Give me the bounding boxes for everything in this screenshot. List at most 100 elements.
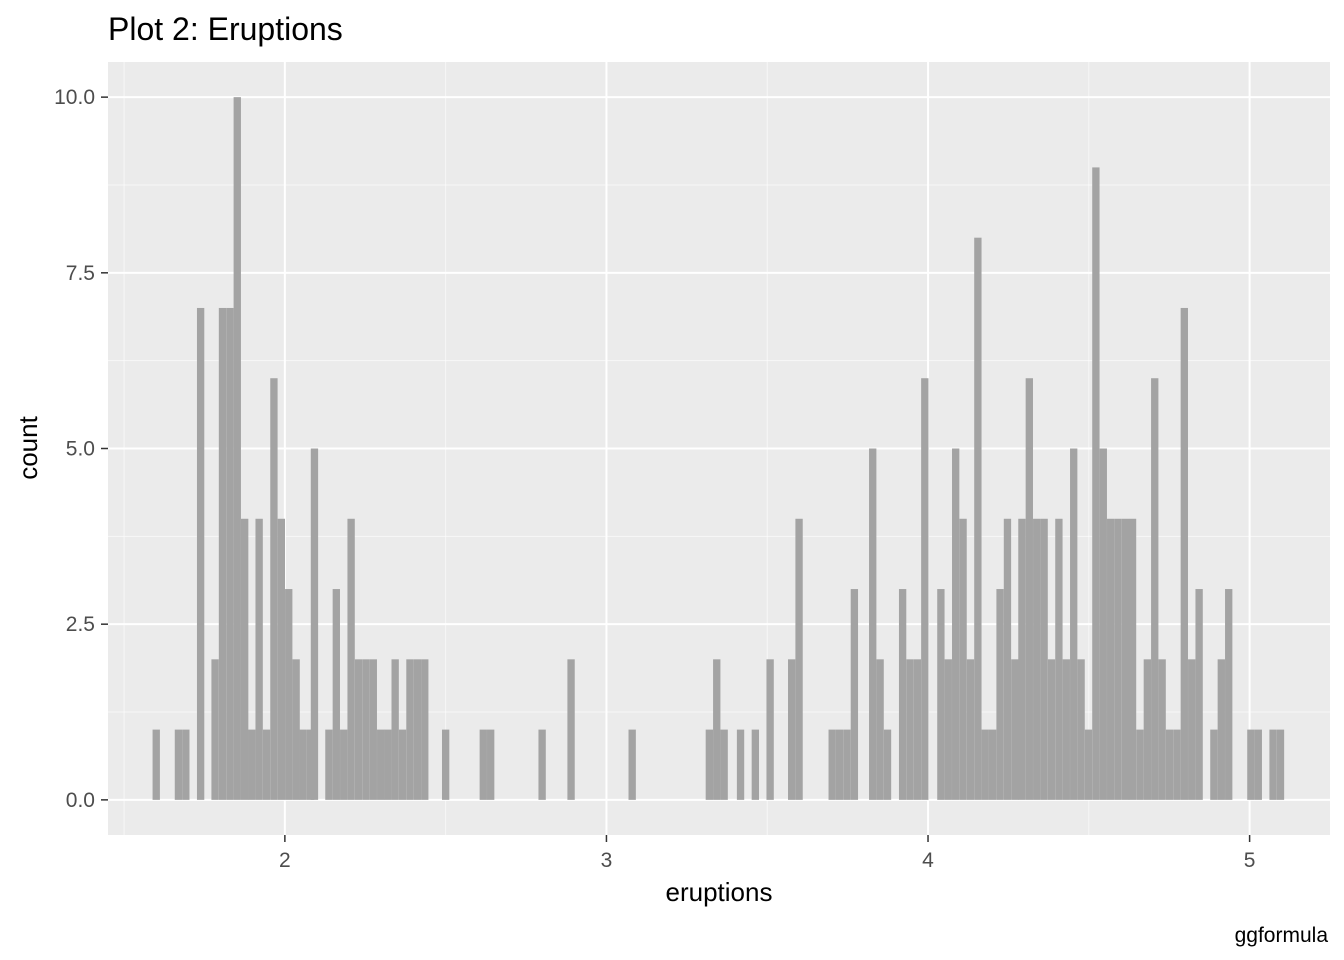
histogram-bar: [1136, 729, 1144, 800]
histogram-bar: [1055, 518, 1063, 800]
chart-title: Plot 2: Eruptions: [108, 11, 343, 47]
histogram-bar: [377, 729, 385, 800]
x-tick-label: 4: [922, 849, 934, 872]
y-tick-label: 10.0: [54, 86, 95, 109]
y-tick-label: 0.0: [66, 789, 95, 812]
histogram-bar: [441, 729, 450, 800]
histogram-bar: [1077, 659, 1085, 800]
histogram-bar: [1121, 518, 1130, 800]
histogram-bar: [751, 729, 760, 800]
histogram-bar: [1165, 729, 1174, 800]
histogram-bar: [959, 518, 967, 800]
histogram-bar: [255, 518, 263, 800]
histogram-bar: [292, 659, 300, 800]
histogram-bar: [1003, 518, 1012, 800]
histogram-bar: [850, 589, 859, 800]
histogram-bar: [182, 729, 190, 800]
histogram-bar: [262, 729, 271, 800]
histogram-bar: [391, 659, 399, 800]
histogram-bar: [310, 448, 319, 800]
histogram-bar: [843, 729, 851, 800]
histogram-bar: [828, 729, 836, 800]
histogram-bar: [883, 729, 892, 800]
x-axis-ticks: 2 3 4 5: [279, 835, 1255, 872]
histogram-bar: [1092, 167, 1100, 800]
histogram-bar: [196, 307, 205, 800]
histogram-bar: [1040, 518, 1048, 800]
histogram-bar: [720, 729, 728, 800]
histogram-bar: [1011, 659, 1019, 800]
histogram-bar: [1225, 589, 1233, 800]
x-axis-title: eruptions: [666, 877, 773, 907]
histogram-bar: [233, 97, 241, 800]
histogram-bar: [898, 589, 907, 800]
histogram-bar: [906, 659, 914, 800]
histogram-bar: [174, 729, 183, 800]
x-tick-label: 3: [601, 849, 613, 872]
histogram-bar: [1254, 729, 1262, 800]
histogram-bar: [1128, 518, 1137, 800]
histogram-bar: [270, 378, 278, 800]
y-axis-ticks: 0.0 2.5 5.0 7.5 10.0: [54, 86, 108, 812]
histogram-bar: [1276, 729, 1285, 800]
histogram-bar: [241, 518, 249, 800]
histogram-bar: [369, 659, 377, 800]
y-axis-title: count: [13, 415, 43, 479]
histogram-bar: [981, 729, 989, 800]
histogram-bar: [152, 729, 160, 800]
histogram-bar: [398, 729, 407, 800]
y-tick-label: 2.5: [66, 613, 95, 636]
histogram-bar: [285, 589, 293, 800]
histogram-bar: [1025, 378, 1033, 800]
y-tick-label: 7.5: [66, 262, 95, 285]
histogram-bar: [277, 518, 285, 800]
histogram-bar: [1217, 659, 1225, 800]
histogram-bar: [1114, 518, 1122, 800]
histogram-bar: [1210, 729, 1218, 800]
histogram-bar: [1062, 659, 1070, 800]
histogram-bar: [1070, 448, 1078, 800]
histogram-bar: [876, 659, 884, 800]
histogram-bar: [795, 518, 803, 800]
histogram-bar: [1018, 518, 1026, 800]
histogram-bar: [736, 729, 745, 800]
histogram-bar: [384, 729, 392, 800]
histogram-bar: [966, 659, 975, 800]
histogram-bar: [248, 729, 256, 800]
x-tick-label: 2: [279, 849, 291, 872]
histogram-bar: [299, 729, 307, 800]
histogram-bar: [952, 448, 960, 800]
histogram-bar: [332, 589, 340, 800]
histogram-bar: [921, 378, 929, 800]
histogram-bar: [1143, 659, 1152, 800]
histogram-bar: [1158, 659, 1166, 800]
histogram-bar: [944, 659, 952, 800]
histogram-bars: [152, 97, 1285, 800]
histogram-bar: [487, 729, 495, 800]
y-tick-label: 5.0: [66, 438, 95, 461]
histogram-bar: [988, 729, 997, 800]
histogram-bar: [1099, 448, 1107, 800]
histogram-bar: [1269, 729, 1277, 800]
histogram-bar: [1107, 518, 1115, 800]
histogram-bar: [362, 659, 370, 800]
histogram-bar: [1195, 589, 1203, 800]
histogram-bar: [1173, 729, 1181, 800]
histogram-bar: [713, 659, 721, 800]
caption: ggformula: [1235, 924, 1329, 947]
histogram-bar: [325, 729, 333, 800]
histogram-bar: [347, 518, 355, 800]
histogram-bar: [479, 729, 487, 800]
histogram-bar: [1084, 729, 1093, 800]
x-tick-label: 5: [1244, 849, 1256, 872]
histogram-bar: [1188, 659, 1196, 800]
histogram-bar: [835, 729, 844, 800]
histogram-bar: [996, 589, 1004, 800]
histogram-bar: [421, 659, 429, 800]
histogram-bar: [538, 729, 546, 800]
histogram-bar: [869, 448, 877, 800]
histogram-bar: [567, 659, 575, 800]
histogram-bar: [628, 729, 636, 800]
histogram-bar: [218, 307, 227, 800]
histogram-bar: [705, 729, 714, 800]
